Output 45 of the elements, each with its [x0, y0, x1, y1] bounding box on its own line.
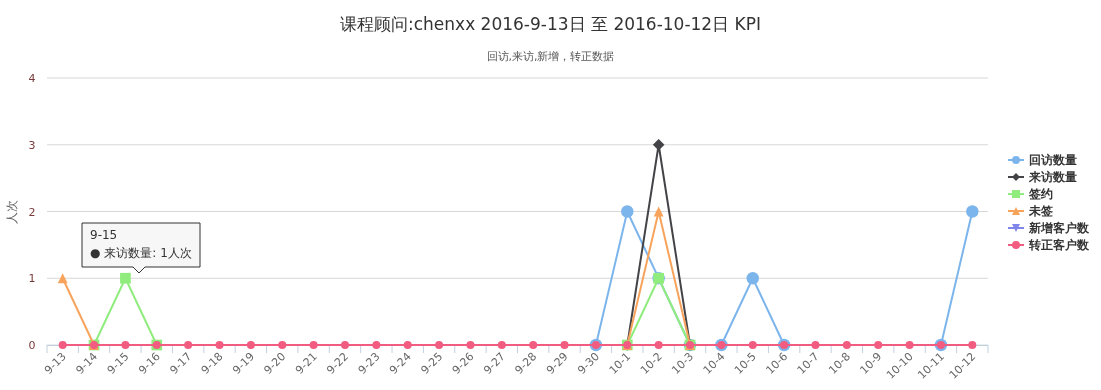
tooltip: 9-15 ● 来访数量: 1人次 — [81, 222, 201, 274]
y-tick-label: 3 — [28, 138, 36, 152]
point — [403, 341, 412, 349]
point — [654, 341, 663, 349]
y-axis-title: 人次 — [5, 199, 19, 224]
point — [874, 341, 883, 349]
point — [560, 341, 569, 349]
point — [435, 341, 444, 349]
point — [497, 341, 506, 349]
y-tick-label: 2 — [28, 205, 36, 219]
point — [58, 341, 67, 349]
point — [842, 341, 851, 349]
point — [466, 341, 475, 349]
y-tick-label: 4 — [28, 72, 36, 85]
legend-label: 转正客户数 — [1028, 238, 1090, 252]
chart-subtitle: 回访,来访,新增，转正数据 — [486, 50, 615, 63]
point — [529, 341, 538, 349]
y-tick-label: 1 — [28, 272, 36, 286]
point — [120, 272, 131, 284]
point — [968, 341, 977, 349]
point — [246, 341, 255, 349]
point — [653, 206, 664, 217]
legend-label: 来访数量 — [1028, 170, 1077, 184]
point — [746, 272, 759, 285]
legend-label: 签约 — [1028, 187, 1053, 201]
annotation: 9-15 — [90, 228, 118, 242]
point — [905, 341, 914, 349]
point — [184, 341, 193, 349]
point — [966, 205, 979, 218]
point — [121, 341, 130, 349]
y-tick-label: 0 — [28, 339, 36, 352]
legend-label: 回访数量 — [1029, 153, 1077, 167]
point — [309, 341, 318, 349]
legend-label: 未签 — [1028, 204, 1053, 218]
annotation: ● 来访数量: 1人次 — [90, 246, 192, 260]
point — [621, 205, 634, 218]
point — [811, 341, 820, 349]
chart-title: 课程顾问:chenxx 2016-9-13日 至 2016-10-12日 KPI — [339, 14, 762, 34]
point — [57, 273, 68, 284]
point — [278, 341, 287, 349]
legend-label: 新增客户数 — [1028, 221, 1090, 235]
point — [215, 341, 224, 349]
point — [748, 341, 757, 349]
point — [372, 341, 381, 349]
point — [340, 341, 349, 349]
